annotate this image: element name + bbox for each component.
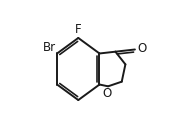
- Text: Br: Br: [43, 41, 56, 54]
- Text: O: O: [102, 87, 111, 100]
- Text: F: F: [75, 23, 82, 36]
- Text: O: O: [138, 42, 147, 55]
